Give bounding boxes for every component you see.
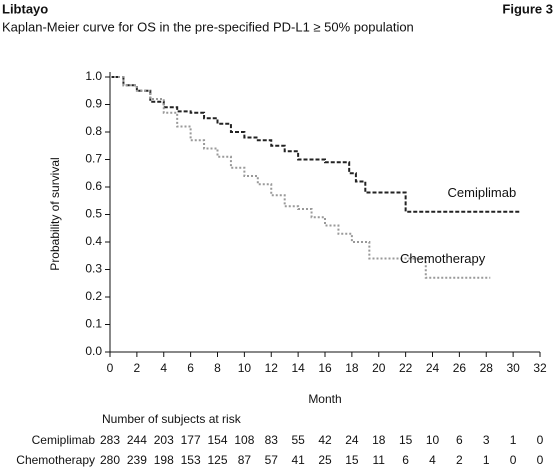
risk-count: 283: [100, 433, 120, 447]
risk-count: 1: [510, 433, 517, 447]
risk-count: 1: [483, 453, 490, 467]
brand: Libtayo: [2, 1, 48, 16]
risk-count: 55: [291, 433, 305, 447]
x-axis-label: Month: [308, 392, 341, 406]
risk-count: 203: [154, 433, 174, 447]
x-tick-label: 4: [160, 361, 167, 375]
y-tick-label: 0.4: [85, 234, 102, 248]
x-tick-label: 28: [480, 361, 494, 375]
x-tick-label: 22: [399, 361, 413, 375]
x-tick-label: 20: [372, 361, 386, 375]
y-tick-label: 0.1: [85, 317, 102, 331]
x-tick-label: 26: [453, 361, 467, 375]
risk-count: 83: [265, 433, 279, 447]
y-tick-label: 0.8: [85, 124, 102, 138]
x-tick-label: 14: [291, 361, 305, 375]
y-tick-label: 0.0: [85, 344, 102, 358]
subtitle: Kaplan-Meier curve for OS in the pre-spe…: [2, 19, 414, 34]
risk-count: 153: [181, 453, 201, 467]
risk-count: 280: [100, 453, 120, 467]
risk-count: 25: [318, 453, 332, 467]
x-tick-label: 8: [214, 361, 221, 375]
y-tick-label: 0.7: [85, 152, 102, 166]
x-tick-label: 30: [506, 361, 520, 375]
risk-count: 24: [345, 433, 359, 447]
x-tick-label: 16: [318, 361, 332, 375]
survival-curve: [110, 76, 491, 279]
y-tick-label: 0.5: [85, 207, 102, 221]
risk-count: 10: [426, 433, 440, 447]
y-tick-label: 0.3: [85, 262, 102, 276]
risk-count: 108: [234, 433, 254, 447]
risk-count: 198: [154, 453, 174, 467]
risk-table-title: Number of subjects at risk: [102, 412, 242, 426]
risk-count: 0: [510, 453, 517, 467]
y-tick-label: 1.0: [85, 69, 102, 83]
x-tick-label: 12: [265, 361, 279, 375]
x-tick-label: 24: [426, 361, 440, 375]
risk-row-label: Cemiplimab: [32, 433, 96, 447]
x-tick-label: 0: [107, 361, 114, 375]
risk-count: 244: [127, 433, 147, 447]
risk-count: 154: [207, 433, 227, 447]
risk-count: 11: [373, 453, 386, 467]
risk-count: 239: [127, 453, 147, 467]
survival-curve: [110, 76, 522, 213]
risk-count: 6: [456, 433, 463, 447]
x-tick-label: 32: [533, 361, 547, 375]
series-label: Chemotherapy: [400, 251, 486, 266]
y-tick-label: 0.9: [85, 97, 102, 111]
risk-count: 41: [291, 453, 305, 467]
y-tick-label: 0.2: [85, 289, 102, 303]
x-tick-label: 6: [187, 361, 194, 375]
x-tick-label: 18: [345, 361, 359, 375]
y-tick-label: 0.6: [85, 179, 102, 193]
risk-count: 15: [399, 433, 413, 447]
risk-count: 18: [372, 433, 386, 447]
risk-count: 42: [318, 433, 332, 447]
risk-row-label: Chemotherapy: [16, 453, 95, 467]
risk-count: 177: [181, 433, 201, 447]
risk-count: 125: [207, 453, 227, 467]
risk-count: 6: [402, 453, 409, 467]
risk-count: 3: [483, 433, 490, 447]
series-label: Cemiplimab: [448, 185, 517, 200]
risk-count: 2: [456, 453, 463, 467]
risk-count: 87: [238, 453, 252, 467]
risk-count: 57: [265, 453, 279, 467]
x-tick-label: 2: [134, 361, 141, 375]
risk-count: 0: [537, 453, 544, 467]
figure-label: Figure 3: [502, 1, 553, 16]
y-axis-label: Probability of survival: [48, 157, 62, 270]
risk-count: 0: [537, 433, 544, 447]
risk-count: 4: [429, 453, 436, 467]
risk-count: 15: [345, 453, 359, 467]
x-tick-label: 10: [238, 361, 252, 375]
